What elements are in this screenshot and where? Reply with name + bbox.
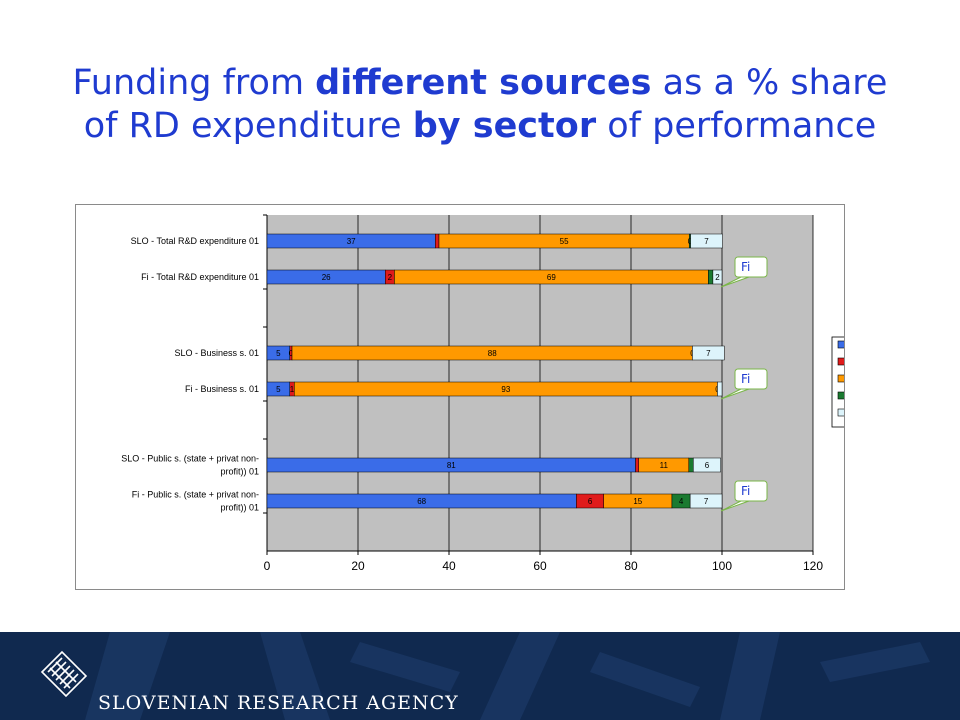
bar-label-0-0: 37 — [347, 237, 356, 246]
category-label-4-line-1: profit)) 01 — [220, 467, 259, 477]
bar-1-0 — [435, 233, 440, 249]
legend-swatch-1 — [837, 357, 844, 366]
bar-label-2-2: 88 — [488, 349, 497, 358]
legend-swatch-4 — [837, 408, 844, 417]
category-label-0: SLO - Total R&D expenditure 01 — [131, 236, 259, 246]
category-label-2: SLO - Business s. 01 — [174, 348, 259, 358]
category-label-3: Fi - Business s. 01 — [185, 384, 259, 394]
bar-label-2-1: 69 — [547, 273, 556, 282]
category-label-5-line-1: profit)) 01 — [220, 503, 259, 513]
bar-label-1-5: 6 — [588, 497, 593, 506]
legend-swatch-3 — [837, 391, 844, 400]
bar-label-4-4: 6 — [705, 461, 710, 470]
title-part-0: Funding from — [72, 63, 316, 103]
callout-box-2 — [734, 480, 768, 502]
callout-label-0: Fi — [741, 260, 750, 274]
callout-label-2: Fi — [741, 484, 750, 498]
bar-label-4-0: 7 — [704, 237, 709, 246]
legend-swatch-0 — [837, 340, 844, 349]
chart-frame: 0 20 40 60 80 100 120 SLO - Total R&D expenditu… — [75, 204, 845, 590]
x-tick-label-0: 0 — [264, 559, 271, 573]
bar-label-3-5: 4 — [679, 497, 684, 506]
bar-4-0 — [690, 233, 723, 249]
bar-label-2-5: 15 — [633, 497, 642, 506]
agency-logo — [40, 650, 88, 698]
bar-label-4-1: 2 — [715, 273, 720, 282]
bar-label-0-1: 26 — [322, 273, 331, 282]
footer-texture — [85, 632, 930, 720]
bar-1-4 — [635, 457, 639, 473]
bar-label-0-4: 81 — [447, 461, 456, 470]
bar-label-4-5: 7 — [704, 497, 709, 506]
bar-label-1-1: 2 — [388, 273, 393, 282]
slide-title: Funding from different sources as a % sh… — [60, 62, 900, 148]
category-label-1: Fi - Total R&D expenditure 01 — [141, 272, 259, 282]
x-tick-label-4: 80 — [624, 559, 638, 573]
footer-band — [0, 632, 960, 720]
callout-label-1: Fi — [741, 372, 750, 386]
bar-label-2-3: 93 — [501, 385, 510, 394]
x-tick-label-3: 60 — [533, 559, 547, 573]
bar-label-4-2: 7 — [706, 349, 711, 358]
bar-label-1-3: 1 — [290, 385, 295, 394]
title-part-4: of performance — [596, 106, 877, 146]
bar-4-1 — [712, 269, 723, 285]
bar-4-3 — [717, 381, 723, 397]
x-tick-label-5: 100 — [712, 559, 732, 573]
bar-4-2 — [692, 345, 725, 361]
bar-label-0-3: 5 — [276, 385, 281, 394]
bar-label-0-5: 68 — [417, 497, 426, 506]
bar-label-1-2: 0 — [289, 349, 294, 358]
bar-label-0-2: 5 — [276, 349, 281, 358]
bar-4-5 — [689, 493, 723, 509]
callout-box-1 — [734, 368, 768, 390]
agency-name: SLOVENIAN RESEARCH AGENCY — [98, 692, 459, 714]
bar-label-2-4: 11 — [660, 461, 669, 470]
bar-3-1 — [708, 269, 714, 285]
category-label-5-line-0: Fi - Public s. (state + privat non- — [132, 490, 259, 500]
bar-label-2-0: 55 — [560, 237, 569, 246]
title-part-1: different sources — [315, 63, 652, 103]
category-label-4-line-0: SLO - Public s. (state + privat non- — [121, 454, 259, 464]
bar-3-4 — [688, 457, 694, 473]
bar-4-4 — [693, 457, 721, 473]
x-tick-label-6: 120 — [803, 559, 823, 573]
bar-label-3-0: 0 — [688, 237, 693, 246]
callout-box-0 — [734, 256, 768, 278]
title-part-2: as a % share of RD expenditure — [83, 63, 888, 146]
title-part-3: by sector — [412, 106, 597, 146]
x-tick-label-1: 20 — [351, 559, 365, 573]
legend-swatch-2 — [837, 374, 844, 383]
x-tick-label-2: 40 — [442, 559, 456, 573]
